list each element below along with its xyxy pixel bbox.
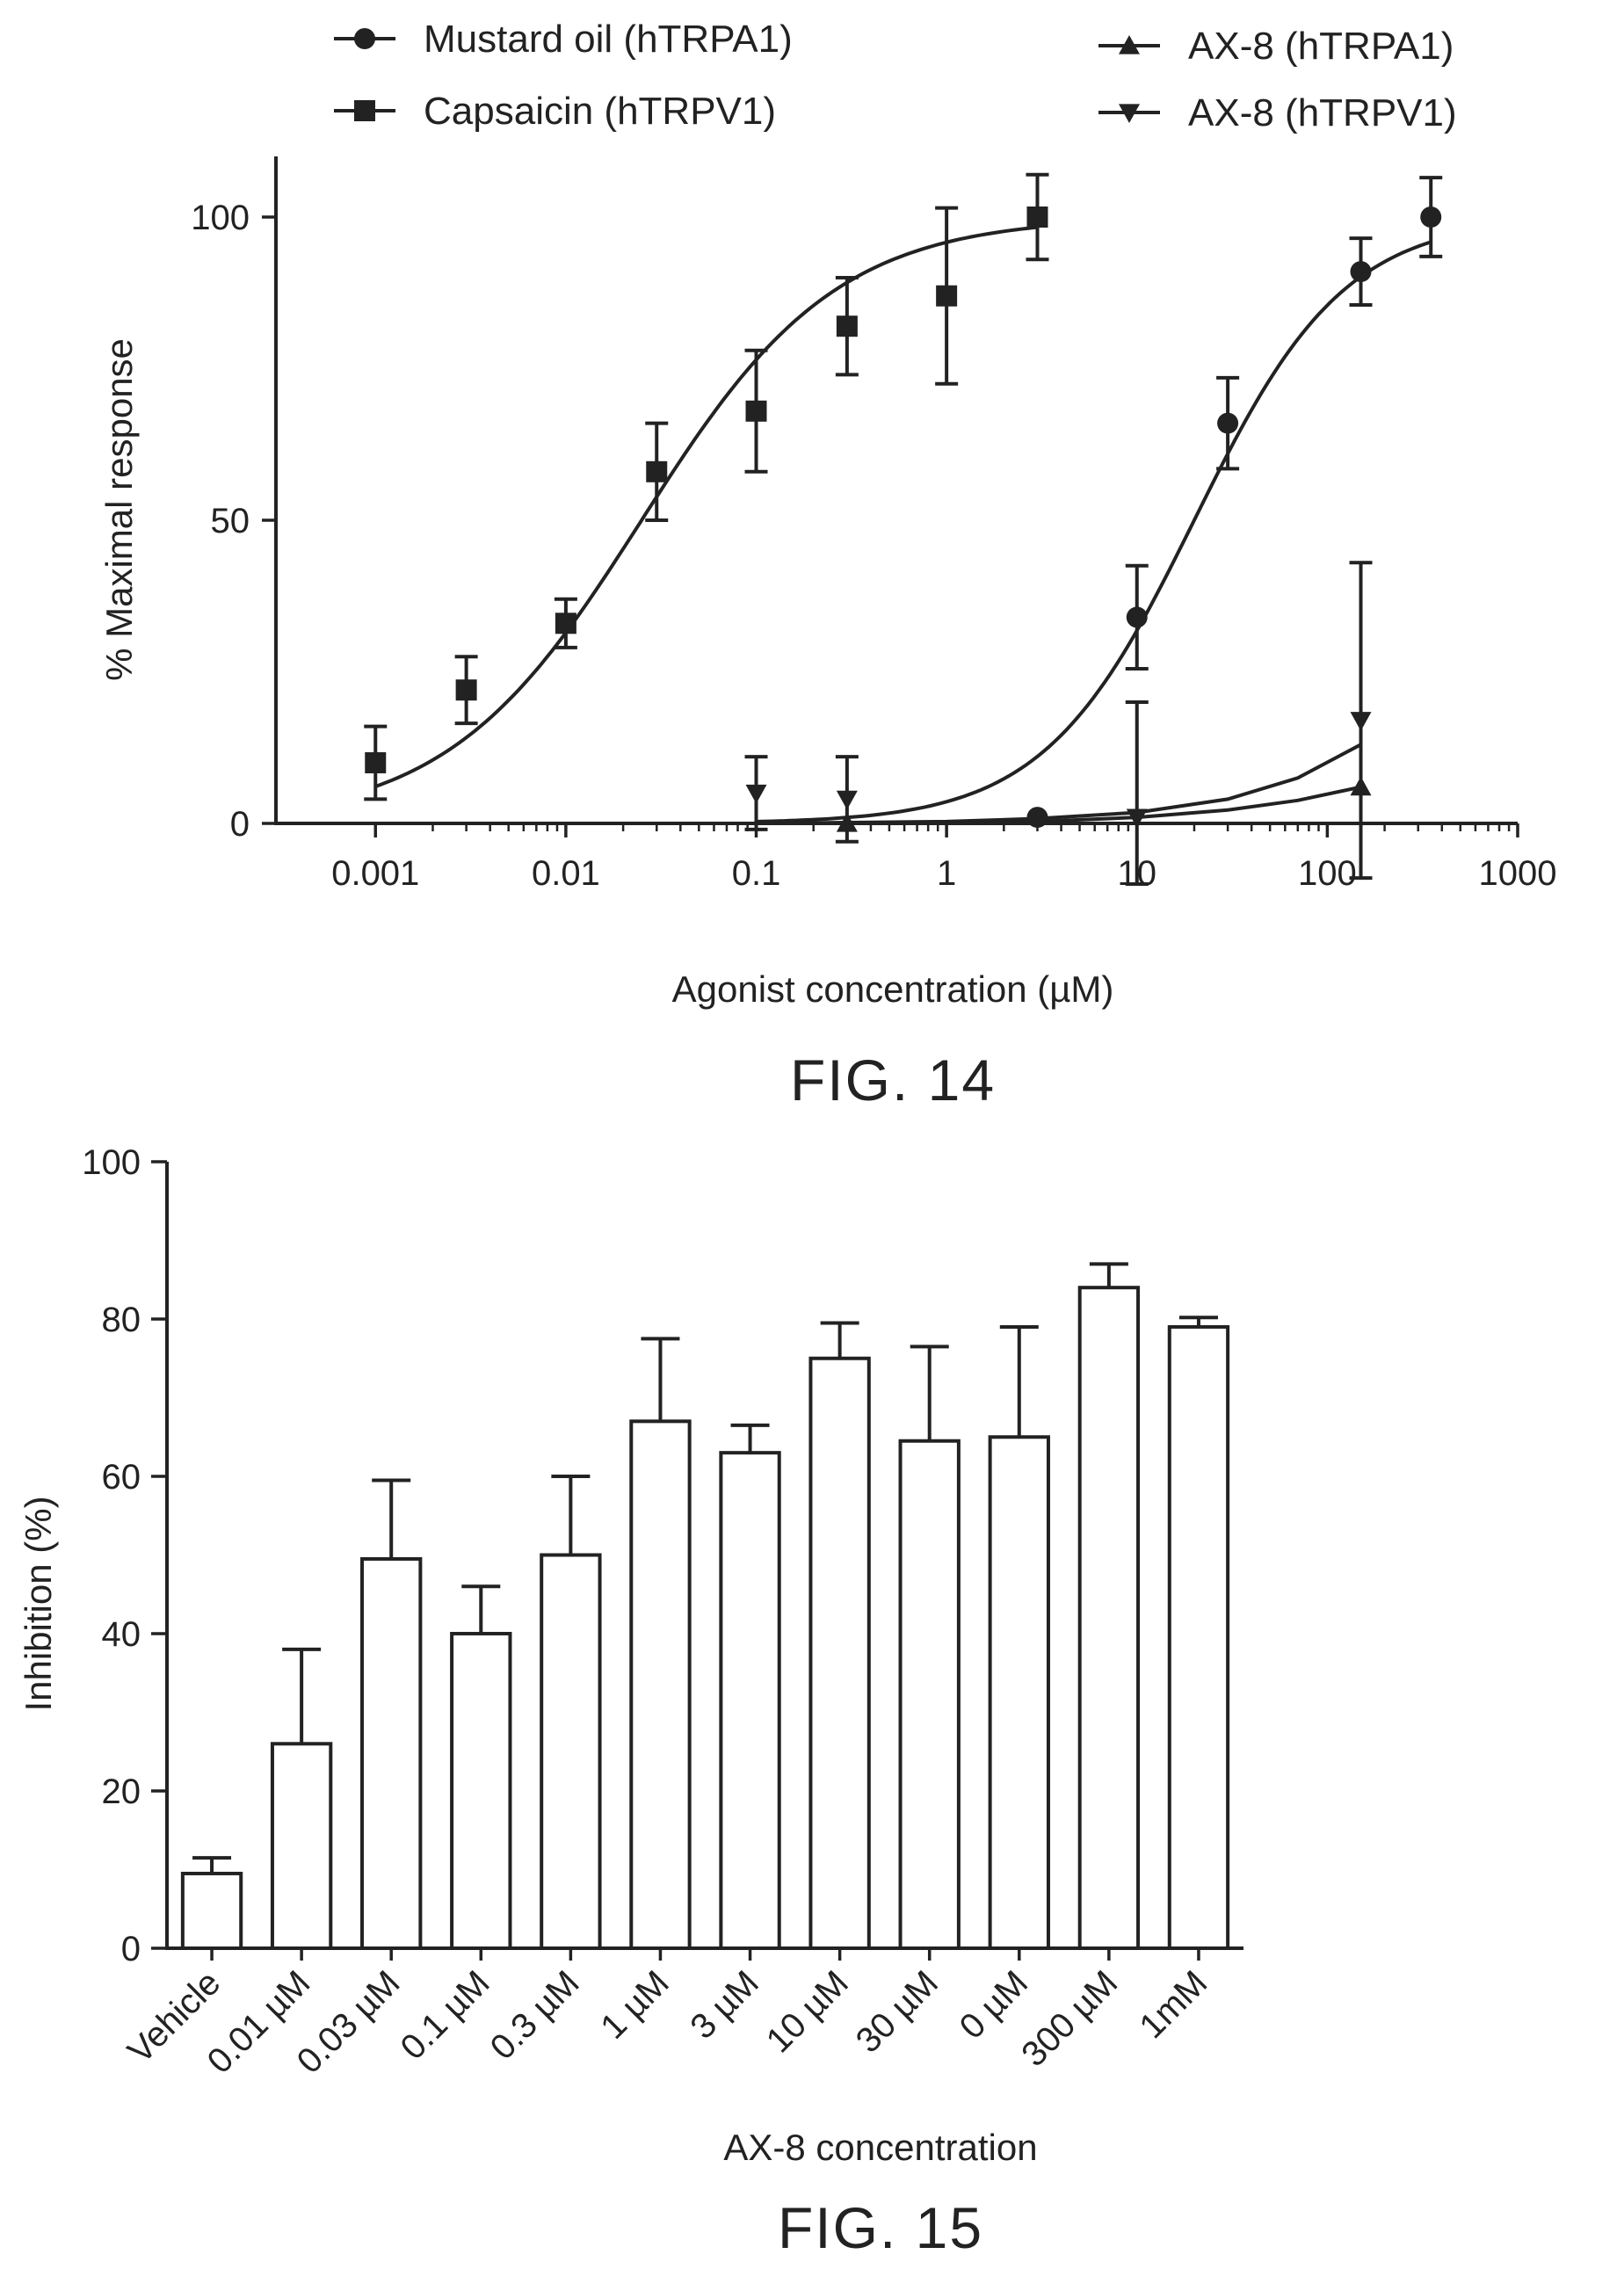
fig15-y-tick-label: 60 [102, 1458, 141, 1497]
data-point-mustard-oil-htrpa1 [1420, 207, 1442, 228]
data-point-ax-8-htrpv1 [745, 784, 767, 804]
bar-1mm [1167, 1324, 1230, 1950]
fig14-x-tick-label: 0.1 [732, 854, 781, 893]
category-label-300-m: 300 µM [1014, 1963, 1125, 2074]
fig14-legend: Mustard oil (hTRPA1) Capsaicin (hTRPV1) AX… [334, 18, 1457, 134]
fig15-y-tick-label: 0 [121, 1930, 141, 1968]
data-point-capsaicin-htrpv1 [555, 613, 576, 634]
fig15-axes [165, 1162, 1243, 1950]
legend-marker-mustard-oil-htrpa1 [354, 28, 375, 49]
legend-marker-ax-8-htrpv1 [1119, 104, 1140, 123]
fig14-fit-curves [374, 225, 1432, 825]
data-point-ax-8-htrpv1 [836, 790, 858, 810]
bar-3-m [719, 1451, 781, 1950]
legend-marker-capsaicin-htrpv1 [354, 100, 375, 121]
fig15-y-tick-label: 100 [82, 1143, 141, 1182]
category-label-30-m: 30 µM [849, 1963, 946, 2060]
data-point-capsaicin-htrpv1 [365, 752, 387, 773]
fig15-y-tick-label: 80 [102, 1301, 141, 1339]
data-point-mustard-oil-htrpa1 [1026, 807, 1048, 829]
fig14-y-tick-label: 0 [230, 805, 250, 844]
bar-30-m [898, 1439, 961, 1950]
category-label-3-m: 3 µM [683, 1963, 766, 2047]
data-point-ax-8-htrpv1 [1350, 712, 1372, 731]
fig14-y-tick-label: 50 [211, 502, 250, 540]
legend-marker-ax-8-htrpa1 [1119, 35, 1140, 54]
data-point-mustard-oil-htrpa1 [1350, 261, 1372, 283]
fig15-caption: FIG. 15 [778, 2195, 983, 2260]
dose-response-chart: Mustard oil (hTRPA1) Capsaicin (hTRPV1) AX… [98, 18, 1556, 1113]
legend-label-capsaicin-htrpv1: Capsaicin (hTRPV1) [424, 90, 776, 133]
data-point-capsaicin-htrpv1 [936, 285, 958, 307]
legend-label-mustard-oil-htrpa1: Mustard oil (hTRPA1) [424, 18, 793, 61]
bar-0-m [988, 1435, 1050, 1950]
bar-0-3-m [540, 1553, 602, 1950]
category-label-0-m: 0 µM [953, 1963, 1036, 2047]
legend-label-ax-8-htrpv1: AX-8 (hTRPV1) [1188, 91, 1457, 134]
fig14-x-tick-label: 1 [937, 854, 956, 893]
category-label-1-m: 1 µM [593, 1963, 677, 2047]
category-label-10-m: 10 µM [759, 1963, 856, 2060]
fig14-data-points [364, 172, 1443, 886]
data-point-capsaicin-htrpv1 [1026, 207, 1048, 228]
bar-vehicle [180, 1871, 243, 1951]
fit-curve-mustard-oil-htrpa1 [756, 240, 1432, 823]
data-point-capsaicin-htrpv1 [745, 400, 767, 422]
data-point-capsaicin-htrpv1 [646, 460, 668, 482]
bar-300-m [1077, 1286, 1141, 1950]
fig15-y-tick-label: 40 [102, 1615, 141, 1654]
category-label-1mm: 1mM [1132, 1963, 1214, 2046]
fig14-caption: FIG. 14 [790, 1048, 996, 1113]
bar-0-01-m [270, 1742, 333, 1951]
fig14-x-tick-label: 100 [1298, 854, 1357, 893]
data-point-mustard-oil-htrpa1 [1126, 606, 1148, 628]
fig14-x-tick-label: 0.01 [532, 854, 600, 893]
data-point-ax-8-htrpv1 [1126, 808, 1148, 829]
fit-curve-ax-8-htrpa1 [846, 785, 1361, 825]
fig15-y-axis-title: Inhibition (%) [18, 1496, 59, 1711]
category-label-0-1-m: 0.1 µM [394, 1963, 497, 2067]
fig14-x-tick-label: 0.001 [331, 854, 419, 893]
fig14-y-tick-label: 100 [191, 199, 250, 237]
fig14-x-tick-label: 1000 [1479, 854, 1557, 893]
fig14-x-axis-title: Agonist concentration (µM) [672, 968, 1114, 1010]
data-point-mustard-oil-htrpa1 [1217, 412, 1239, 434]
fig15-ticks: 0 20 40 60 80 100 [82, 1143, 1200, 1968]
fig15-x-axis-title: AX-8 concentration [723, 2127, 1037, 2168]
data-point-capsaicin-htrpv1 [836, 315, 858, 337]
fig15-y-tick-label: 20 [102, 1772, 141, 1811]
fig15-bars [180, 1262, 1230, 1951]
bar-0-1-m [450, 1632, 512, 1950]
fit-curve-capsaicin-htrpv1 [374, 225, 1038, 788]
bar-1-m [629, 1419, 692, 1950]
legend-label-ax-8-htrpa1: AX-8 (hTRPA1) [1188, 25, 1454, 68]
bar-10-m [808, 1356, 871, 1950]
fig14-y-axis-title: % Maximal response [98, 338, 140, 681]
data-point-capsaicin-htrpv1 [455, 679, 477, 701]
bar-0-03-m [360, 1556, 423, 1950]
category-label-0-3-m: 0.3 µM [483, 1963, 587, 2067]
